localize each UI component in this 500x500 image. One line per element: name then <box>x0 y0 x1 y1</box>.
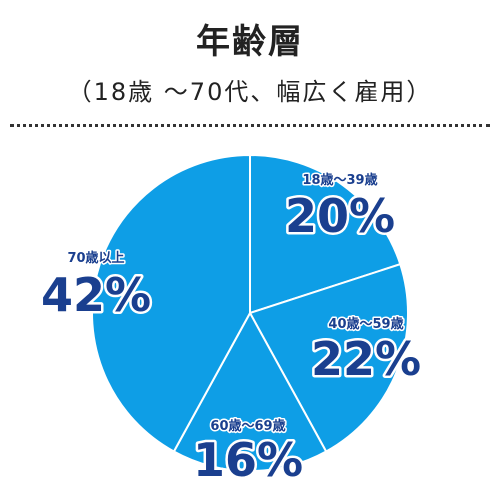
slice-percent-label: 20% <box>285 189 395 243</box>
pie-slices <box>91 153 409 473</box>
slice-range-label: 60歳～69歳 <box>210 418 285 434</box>
chart-subtitle: （18歳 ～70代、幅広く雇用） <box>67 78 433 106</box>
slice-percent-label: 16% <box>193 433 303 487</box>
pie-slice <box>172 310 328 473</box>
slice-range-label: 70歳以上 <box>67 250 124 266</box>
pie-slice <box>91 153 251 453</box>
dotted-divider <box>10 124 490 127</box>
slice-percent-label: 22% <box>311 332 421 386</box>
pie-slice <box>249 153 402 315</box>
chart-title: 年齢層 <box>196 22 304 62</box>
slice-range-label: 18歳～39歳 <box>302 172 377 188</box>
pie-slice <box>248 262 409 453</box>
slice-percent-label: 42% <box>41 268 151 322</box>
slice-range-label: 40歳～59歳 <box>328 316 403 332</box>
